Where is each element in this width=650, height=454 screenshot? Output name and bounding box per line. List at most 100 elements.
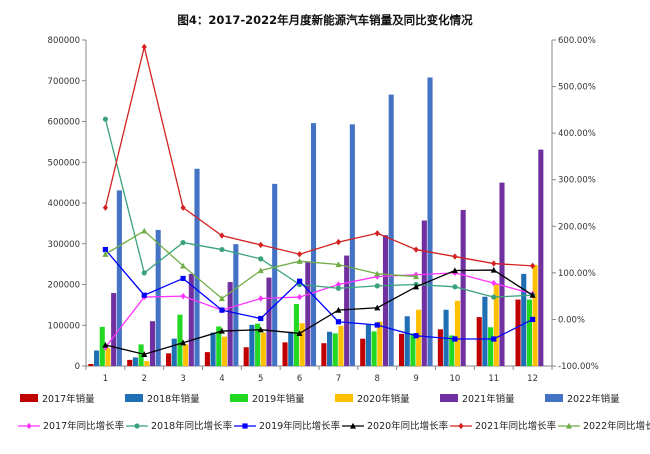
y-left-tick-label: 100000 bbox=[48, 321, 80, 331]
line-point bbox=[335, 319, 342, 325]
line-point bbox=[26, 422, 32, 430]
bar bbox=[132, 357, 138, 366]
legend-label: 2019年同比增长率 bbox=[259, 420, 341, 432]
bar bbox=[282, 342, 288, 366]
bar bbox=[382, 235, 389, 366]
line-point bbox=[102, 341, 109, 348]
series-line bbox=[104, 249, 533, 340]
bar bbox=[332, 333, 338, 366]
series-line bbox=[104, 272, 533, 348]
line-point bbox=[180, 239, 186, 246]
bar bbox=[310, 123, 317, 366]
y-left-tick-label: 300000 bbox=[48, 240, 80, 250]
bar bbox=[327, 331, 333, 366]
bar bbox=[204, 352, 210, 366]
line-point bbox=[102, 204, 109, 211]
bar bbox=[377, 321, 383, 366]
bar bbox=[221, 336, 228, 366]
bar bbox=[338, 326, 344, 366]
y-left-tick-label: 400000 bbox=[48, 199, 80, 209]
line-point bbox=[102, 116, 109, 122]
bar bbox=[88, 363, 94, 366]
line-point bbox=[258, 256, 264, 262]
line-point bbox=[258, 315, 264, 322]
line-point bbox=[452, 284, 458, 290]
line-point bbox=[491, 336, 497, 342]
line-point bbox=[458, 422, 464, 430]
legend-label: 2018年同比增长率 bbox=[151, 420, 233, 432]
x-tick-label: 11 bbox=[488, 374, 499, 384]
bar bbox=[111, 293, 117, 366]
line-point bbox=[335, 285, 342, 291]
bar bbox=[127, 359, 133, 366]
line-point bbox=[413, 283, 420, 290]
legend-label: 2020年销量 bbox=[357, 393, 410, 405]
line-point bbox=[141, 351, 148, 357]
line-point bbox=[452, 336, 458, 342]
bar bbox=[194, 168, 200, 366]
bar bbox=[183, 344, 189, 366]
line-point bbox=[134, 423, 140, 429]
line-point bbox=[258, 241, 264, 249]
line-point bbox=[374, 304, 381, 311]
legend-swatch bbox=[335, 394, 353, 402]
line-point bbox=[141, 227, 148, 234]
line-point bbox=[242, 423, 248, 429]
line-point bbox=[180, 204, 186, 211]
line-point bbox=[257, 267, 264, 274]
bar bbox=[521, 273, 527, 366]
bar bbox=[410, 333, 416, 366]
legend-label: 2022年同比增长率 bbox=[583, 420, 650, 432]
bar bbox=[216, 326, 222, 366]
bar bbox=[305, 261, 311, 366]
bar bbox=[233, 244, 239, 366]
line-point bbox=[490, 266, 497, 273]
y-right-tick-label: 300.00% bbox=[558, 176, 596, 186]
line-point bbox=[413, 333, 419, 339]
line-point bbox=[491, 279, 497, 287]
bar bbox=[99, 326, 105, 366]
legend-label: 2017年同比增长率 bbox=[43, 420, 125, 432]
line-point bbox=[296, 278, 303, 284]
legend-swatch bbox=[440, 394, 458, 402]
bar bbox=[293, 304, 299, 366]
bar bbox=[210, 332, 216, 366]
axes: 0 100000 200000 300000 400000 500000 600000 700… bbox=[48, 36, 599, 384]
bar bbox=[138, 344, 144, 366]
line-point bbox=[374, 322, 380, 328]
line-point bbox=[219, 307, 225, 313]
line-point bbox=[374, 283, 380, 289]
bar bbox=[526, 299, 532, 366]
line-point bbox=[219, 232, 225, 239]
legend-swatch bbox=[125, 394, 143, 402]
bar bbox=[360, 338, 366, 366]
line-point bbox=[180, 275, 186, 282]
line-point bbox=[451, 267, 458, 274]
bar bbox=[371, 331, 377, 366]
line-point bbox=[218, 295, 225, 302]
y-right-tick-label: 400.00% bbox=[558, 129, 596, 139]
line-point bbox=[374, 270, 381, 277]
bar bbox=[365, 324, 371, 366]
bar bbox=[421, 220, 427, 366]
series-line bbox=[104, 119, 533, 298]
bar bbox=[532, 264, 538, 366]
y-left-tick-label: 700000 bbox=[48, 77, 80, 87]
bar bbox=[165, 353, 172, 366]
bar bbox=[272, 183, 278, 366]
line-point bbox=[374, 230, 380, 237]
line-point bbox=[413, 273, 420, 280]
line-point bbox=[452, 253, 458, 260]
legend-label: 2021年同比增长率 bbox=[475, 420, 557, 432]
line-point bbox=[141, 292, 147, 298]
bar bbox=[171, 338, 177, 366]
legend-swatch bbox=[545, 394, 563, 402]
legend-label: 2022年销量 bbox=[567, 393, 620, 405]
x-tick-label: 12 bbox=[527, 374, 538, 384]
legend-label: 2020年同比增长率 bbox=[367, 420, 449, 432]
line-point bbox=[491, 294, 497, 300]
legend-swatch bbox=[20, 394, 38, 402]
x-tick-label: 5 bbox=[258, 374, 263, 384]
bar bbox=[144, 361, 150, 366]
